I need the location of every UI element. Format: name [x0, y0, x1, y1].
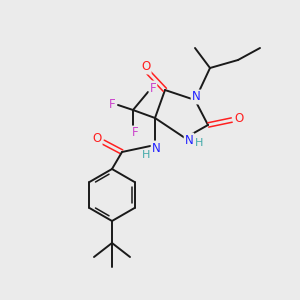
Text: H: H [195, 138, 203, 148]
Text: F: F [150, 82, 156, 94]
Text: H: H [142, 150, 150, 160]
Text: O: O [92, 131, 102, 145]
Text: N: N [192, 91, 200, 103]
Text: N: N [184, 134, 194, 146]
Text: O: O [234, 112, 244, 125]
Text: F: F [132, 127, 138, 140]
Text: O: O [141, 61, 151, 74]
Text: F: F [109, 98, 115, 110]
Text: N: N [152, 142, 160, 154]
